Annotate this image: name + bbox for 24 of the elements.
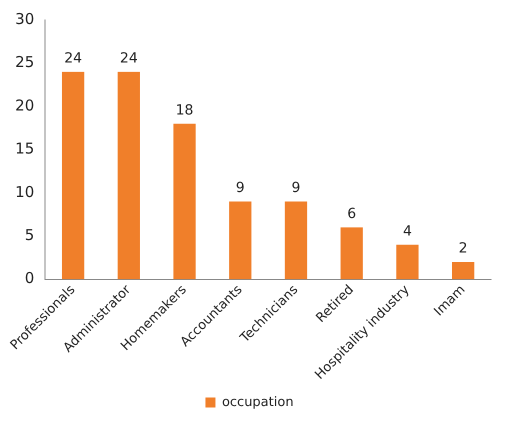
data-label: 18	[176, 102, 194, 118]
bar	[118, 72, 140, 280]
y-tick-label: 30	[15, 10, 34, 28]
bar	[284, 202, 308, 280]
data-label: 9	[236, 180, 245, 196]
y-tick-label: 10	[15, 182, 34, 201]
bar	[452, 262, 474, 280]
data-label: 6	[347, 206, 356, 222]
y-tick-label: 25	[15, 53, 34, 72]
bar	[173, 124, 196, 280]
y-tick-label: 15	[15, 140, 34, 158]
data-label: 24	[64, 50, 82, 66]
bar	[229, 202, 252, 280]
data-label: 9	[292, 180, 300, 196]
data-label: 24	[120, 50, 138, 66]
y-tick-label: 0	[24, 269, 34, 288]
legend-label: occupation	[222, 394, 294, 410]
data-label: 2	[458, 240, 468, 257]
bar	[396, 244, 419, 280]
y-tick-label: 5	[24, 226, 34, 244]
y-tick-label: 20	[15, 96, 34, 114]
bar	[340, 227, 363, 280]
bar	[62, 72, 84, 280]
data-label: 4	[402, 223, 412, 240]
